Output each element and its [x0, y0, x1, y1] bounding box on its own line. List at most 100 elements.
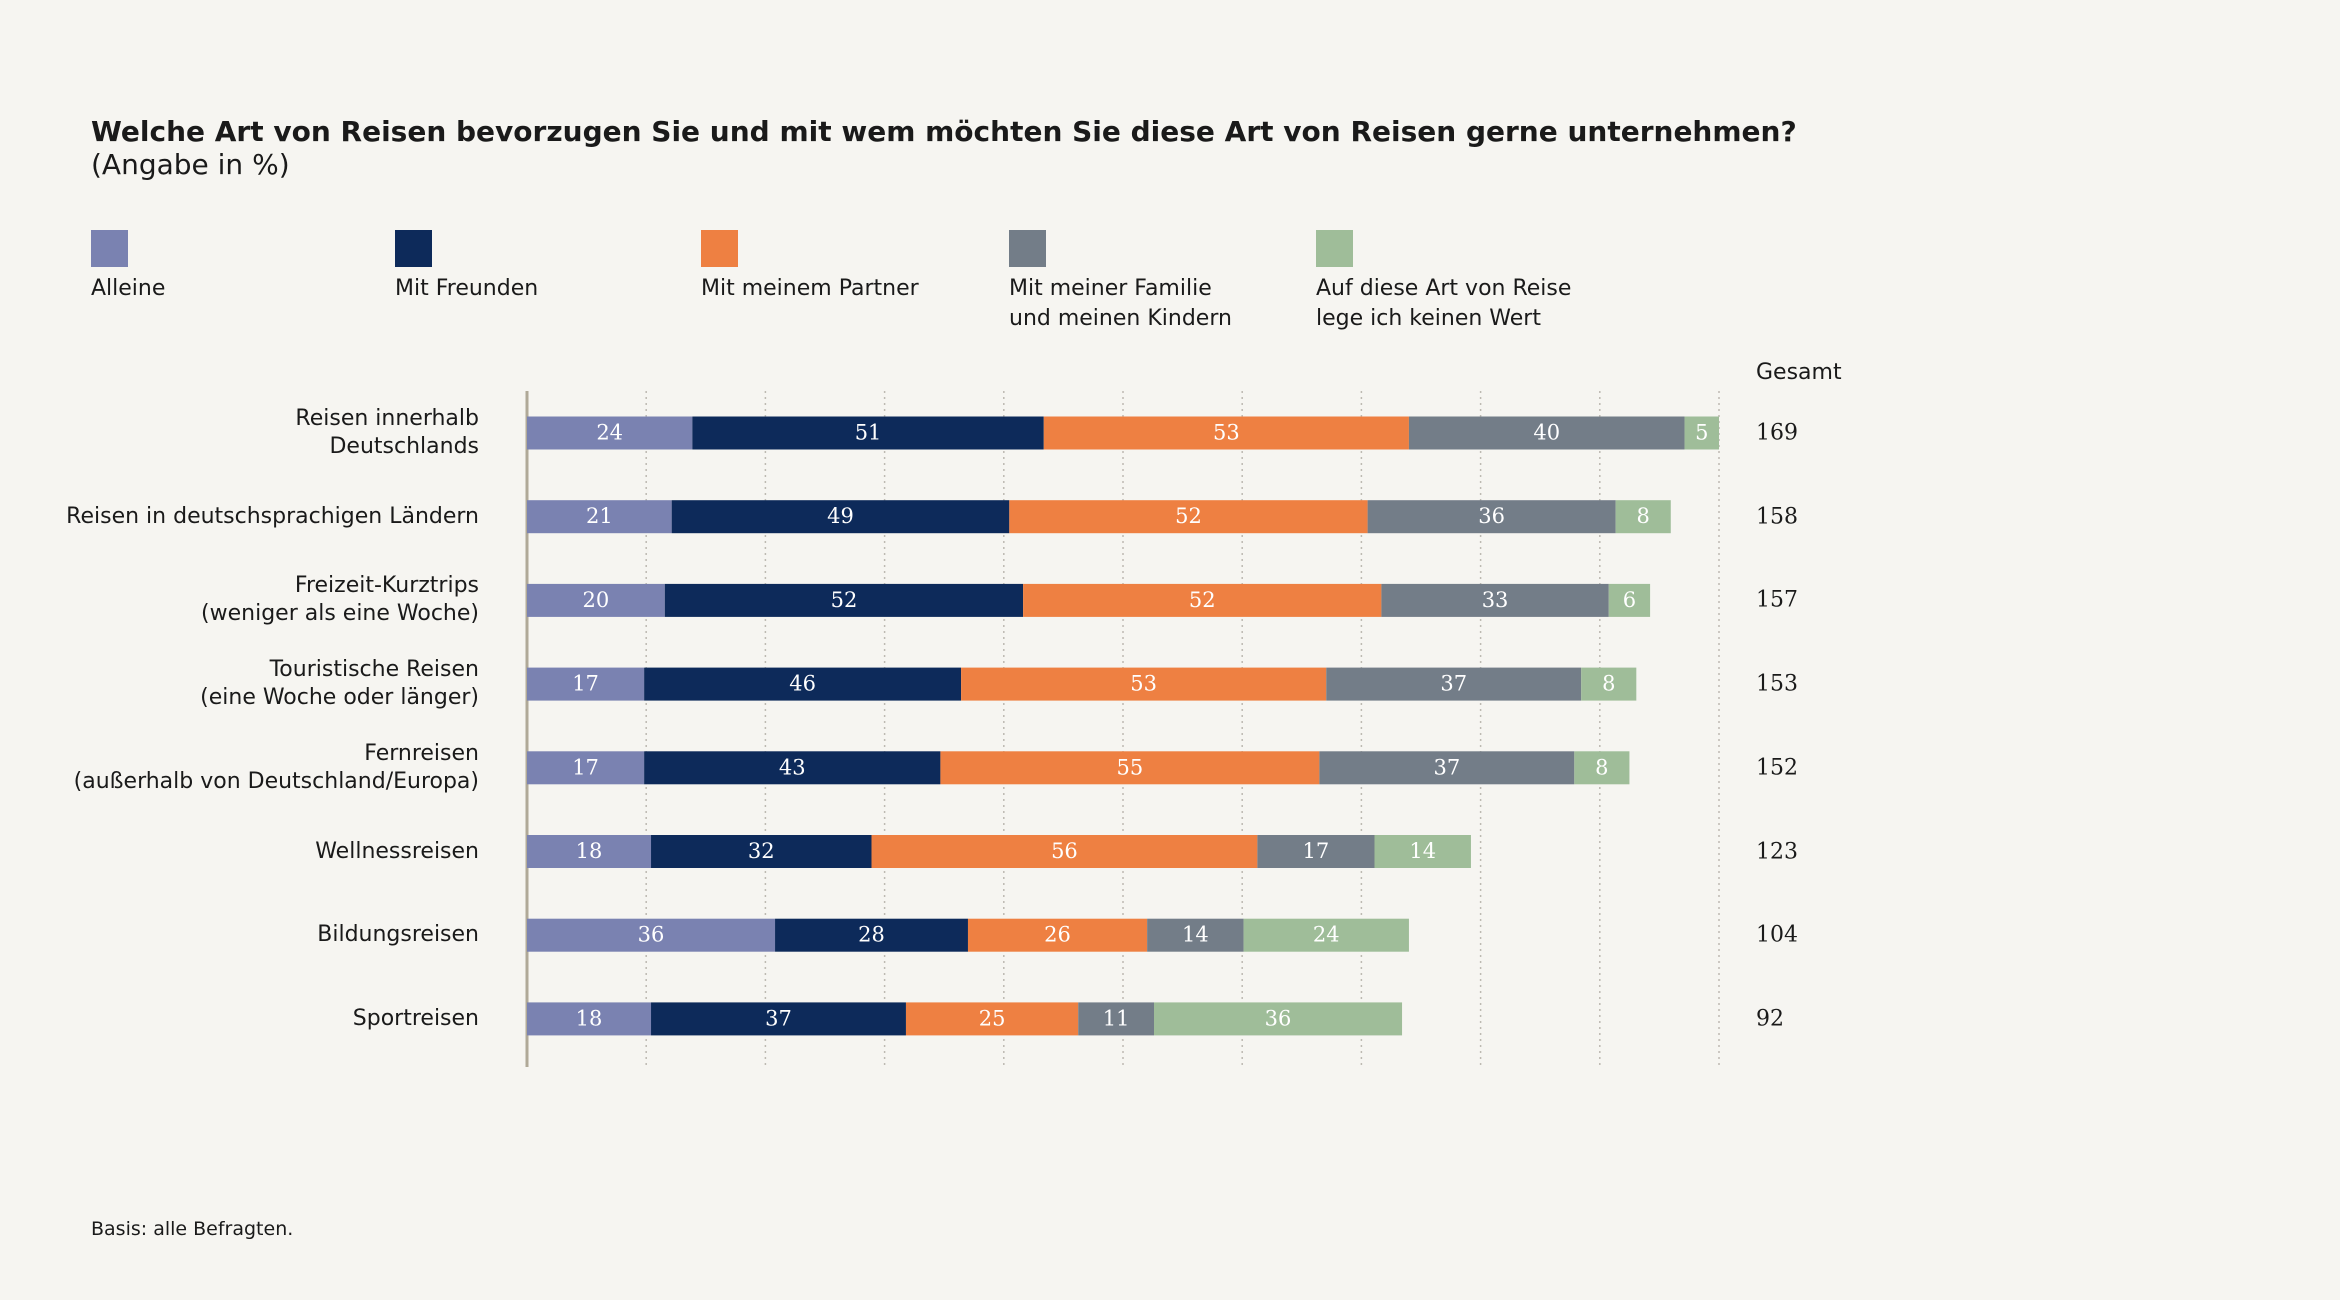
bar-segment	[1147, 918, 1244, 952]
legend-swatch	[1009, 230, 1046, 267]
data-label: 52	[1175, 504, 1202, 528]
bar-segment	[940, 751, 1320, 785]
legend-label: Mit Freunden	[395, 276, 539, 301]
total-label: 157	[1756, 587, 1798, 613]
bar-segment	[527, 416, 693, 450]
bar-segment	[644, 667, 962, 701]
legend-label: Auf diese Art von Reise lege ich keinen …	[1316, 276, 1572, 331]
legend-swatch	[1316, 230, 1353, 267]
data-label: 24	[596, 421, 623, 445]
data-label: 36	[1265, 1006, 1292, 1030]
data-label: 37	[1433, 755, 1460, 779]
total-label: 92	[1756, 1006, 1784, 1032]
data-label: 56	[1051, 839, 1078, 863]
category-label: Wellnessreisen	[315, 838, 479, 864]
data-label: 17	[572, 672, 599, 696]
legend-label: Alleine	[91, 276, 166, 301]
bar-segment	[1078, 1002, 1155, 1036]
bar-segment	[1009, 500, 1368, 534]
data-label: 24	[1313, 923, 1340, 947]
legend-label: Mit meiner Familie und meinen Kindern	[1009, 276, 1232, 331]
total-label: 123	[1756, 839, 1798, 864]
data-label: 52	[1189, 588, 1216, 612]
bar-segment	[1381, 583, 1609, 617]
legend-label: Mit meinem Partner	[701, 276, 919, 301]
chart-subtitle: (Angabe in %)	[91, 148, 290, 181]
data-label: 18	[576, 1006, 603, 1030]
data-label: 25	[979, 1006, 1006, 1030]
bar-segment	[967, 918, 1148, 952]
category-label: Reisen innerhalb Deutschlands	[295, 406, 479, 459]
total-label: 104	[1756, 922, 1798, 948]
data-label: 8	[1602, 672, 1615, 696]
bar-segment	[871, 835, 1258, 868]
data-label: 5	[1695, 421, 1708, 445]
bar-segment	[527, 918, 776, 952]
bar-segment	[1367, 500, 1616, 534]
footnote: Basis: alle Befragten.	[91, 1218, 294, 1240]
category-label: Fernreisen (außerhalb von Deutschland/Eu…	[73, 740, 479, 794]
data-label: 18	[576, 839, 603, 863]
data-label: 26	[1044, 923, 1071, 947]
bar-segment	[1615, 500, 1671, 534]
bar-segment	[664, 583, 1024, 617]
bar-segment	[527, 1002, 652, 1036]
data-label: 28	[858, 923, 885, 947]
data-label: 8	[1595, 755, 1608, 779]
data-label: 53	[1130, 672, 1157, 696]
data-label: 14	[1409, 839, 1436, 863]
category-label: Reisen in deutschsprachigen Ländern	[66, 503, 479, 529]
total-label: 158	[1756, 504, 1798, 530]
bar-segment	[1581, 667, 1637, 701]
data-label: 14	[1182, 923, 1209, 947]
data-label: 21	[586, 504, 613, 528]
bar-segment	[1257, 835, 1375, 868]
legend-swatch	[395, 230, 432, 267]
data-label: 17	[572, 755, 599, 779]
data-label: 51	[855, 421, 882, 445]
category-label: Bildungsreisen	[317, 922, 479, 948]
bar-segment	[651, 1002, 906, 1036]
bar-segment	[1154, 1002, 1403, 1036]
bar-segment	[527, 751, 645, 785]
bar-segment	[1326, 667, 1582, 701]
bar-segment	[1023, 583, 1382, 617]
data-label: 46	[789, 672, 816, 696]
data-label: 37	[1440, 672, 1467, 696]
bar-segment	[905, 1002, 1079, 1036]
bar-segment	[527, 583, 665, 617]
totals-header: Gesamt	[1756, 360, 1842, 385]
bar-segment	[651, 835, 872, 868]
bar-segment	[644, 751, 941, 785]
data-label: 33	[1482, 588, 1509, 612]
data-label: 52	[831, 588, 858, 612]
bar-segment	[527, 500, 672, 534]
data-label: 36	[638, 923, 665, 947]
category-label: Touristische Reisen (eine Woche oder län…	[200, 657, 479, 711]
data-label: 53	[1213, 421, 1240, 445]
bar-segment	[1408, 416, 1685, 450]
data-label: 6	[1623, 588, 1636, 612]
data-label: 37	[765, 1006, 792, 1030]
bar-segment	[775, 918, 968, 952]
bar-segment	[671, 500, 1010, 534]
data-label: 32	[748, 839, 775, 863]
data-label: 40	[1533, 421, 1560, 445]
chart-title: Welche Art von Reisen bevorzugen Sie und…	[91, 115, 1797, 148]
bar-segment	[1574, 751, 1630, 785]
total-label: 152	[1756, 755, 1798, 781]
data-label: 49	[827, 504, 854, 528]
bar-segment	[527, 667, 645, 701]
data-label: 17	[1303, 839, 1330, 863]
bar-segment	[1319, 751, 1575, 785]
category-label: Freizeit-Kurztrips (weniger als eine Woc…	[201, 573, 479, 627]
bar-segment	[1608, 583, 1651, 617]
bar-segment	[1684, 416, 1719, 450]
data-label: 8	[1637, 504, 1650, 528]
total-label: 169	[1756, 420, 1798, 446]
legend-swatch	[91, 230, 128, 267]
bar-segment	[1374, 835, 1471, 868]
bar-segment	[1043, 416, 1409, 450]
data-label: 36	[1478, 504, 1505, 528]
